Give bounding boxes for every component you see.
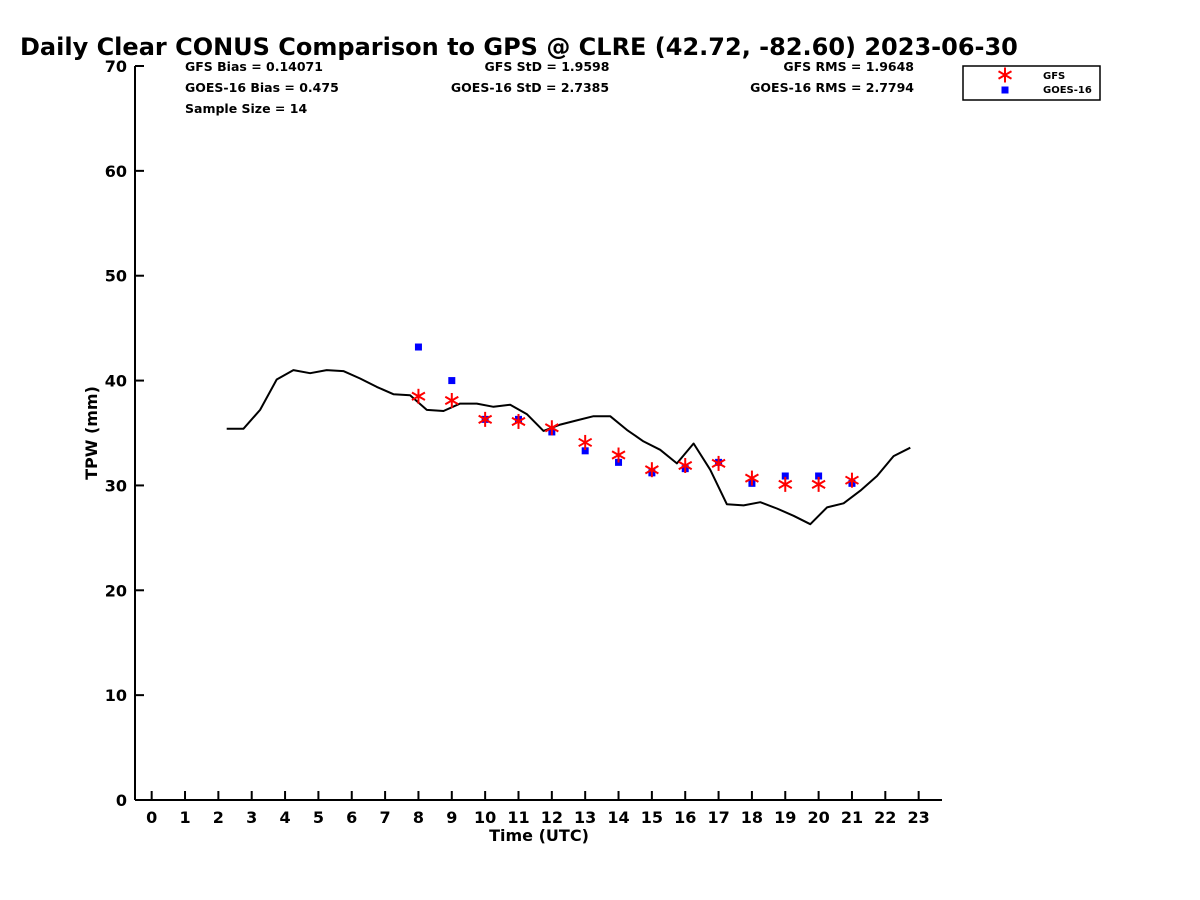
point-gfs — [611, 447, 626, 463]
point-gfs — [544, 420, 559, 436]
point-goes16 — [781, 472, 789, 480]
point-gfs — [711, 455, 726, 471]
point-gfs — [444, 392, 459, 408]
x-tick-label: 1 — [179, 808, 190, 827]
legend-square-marker — [1001, 86, 1009, 94]
x-tick-label: 12 — [541, 808, 563, 827]
x-tick-label: 11 — [507, 808, 529, 827]
x-tick-label: 2 — [213, 808, 224, 827]
y-tick-label: 10 — [105, 686, 127, 705]
y-tick-label: 60 — [105, 162, 127, 181]
gfs-std-stat: GFS StD = 1.9598 — [485, 59, 610, 74]
x-tick-label: 17 — [707, 808, 729, 827]
gfs-rms-stat: GFS RMS = 1.9648 — [783, 59, 914, 74]
plot-area — [226, 343, 911, 526]
goes-rms-stat: GOES-16 RMS = 2.7794 — [750, 80, 914, 95]
x-tick-label: 13 — [574, 808, 596, 827]
legend-star-marker — [998, 67, 1012, 83]
x-tick-label: 20 — [807, 808, 829, 827]
point-gfs — [778, 476, 793, 492]
gfs-bias-stat: GFS Bias = 0.14071 — [185, 59, 323, 74]
x-tick-label: 0 — [146, 808, 157, 827]
legend-marker-gfs — [998, 67, 1012, 83]
x-axis-label: Time (UTC) — [489, 826, 589, 845]
point-goes16 — [414, 343, 422, 351]
goes-std-stat: GOES-16 StD = 2.7385 — [451, 80, 609, 95]
x-tick-label: 15 — [641, 808, 663, 827]
y-tick-label: 50 — [105, 267, 127, 286]
sample-size-stat: Sample Size = 14 — [185, 101, 307, 116]
x-tick-label: 7 — [380, 808, 391, 827]
legend-label-goes16: GOES-16 — [1043, 85, 1092, 96]
point-gfs — [478, 411, 493, 427]
stats-block: GFS Bias = 0.14071 GOES-16 Bias = 0.475 … — [185, 59, 914, 116]
x-tick-label: 3 — [246, 808, 257, 827]
series-line-gps — [226, 369, 911, 526]
x-tick-label: 19 — [774, 808, 796, 827]
legend: GFS GOES-16 — [962, 65, 1101, 101]
goes-bias-stat: GOES-16 Bias = 0.475 — [185, 80, 339, 95]
point-gfs — [811, 476, 826, 492]
point-goes16 — [581, 447, 589, 455]
x-tick-label: 10 — [474, 808, 496, 827]
y-axis-label: TPW (mm) — [82, 386, 101, 480]
chart-title: Daily Clear CONUS Comparison to GPS @ CL… — [20, 33, 1018, 61]
x-tick-label: 8 — [413, 808, 424, 827]
point-gfs — [578, 434, 593, 450]
x-tick-label: 6 — [346, 808, 357, 827]
point-gfs — [511, 413, 526, 429]
point-gfs — [744, 470, 759, 486]
legend-label-gfs: GFS — [1043, 71, 1065, 82]
y-ticks: 0 10 20 30 40 50 60 70 — [105, 57, 144, 810]
x-ticks: 0 1 2 3 4 5 6 7 8 9 10 11 12 13 14 15 16 17 18 19 20 21 22 23 — [146, 791, 930, 827]
y-tick-label: 40 — [105, 372, 127, 391]
y-tick-label: 70 — [105, 57, 127, 76]
y-tick-label: 0 — [116, 791, 127, 810]
x-tick-label: 16 — [674, 808, 696, 827]
x-tick-label: 9 — [446, 808, 457, 827]
point-gfs — [844, 472, 859, 488]
point-goes16 — [815, 472, 823, 480]
y-tick-label: 30 — [105, 476, 127, 495]
point-goes16 — [448, 377, 456, 385]
point-gfs — [644, 462, 659, 478]
point-gfs — [411, 388, 426, 404]
legend-box — [962, 65, 1101, 101]
x-tick-label: 14 — [607, 808, 629, 827]
x-tick-label: 21 — [841, 808, 863, 827]
x-tick-label: 18 — [741, 808, 763, 827]
y-tick-label: 20 — [105, 581, 127, 600]
legend-marker-goes16 — [1001, 86, 1009, 94]
point-gfs — [678, 458, 693, 474]
x-tick-label: 23 — [908, 808, 930, 827]
x-tick-label: 4 — [279, 808, 290, 827]
x-tick-label: 22 — [874, 808, 896, 827]
x-tick-label: 5 — [313, 808, 324, 827]
